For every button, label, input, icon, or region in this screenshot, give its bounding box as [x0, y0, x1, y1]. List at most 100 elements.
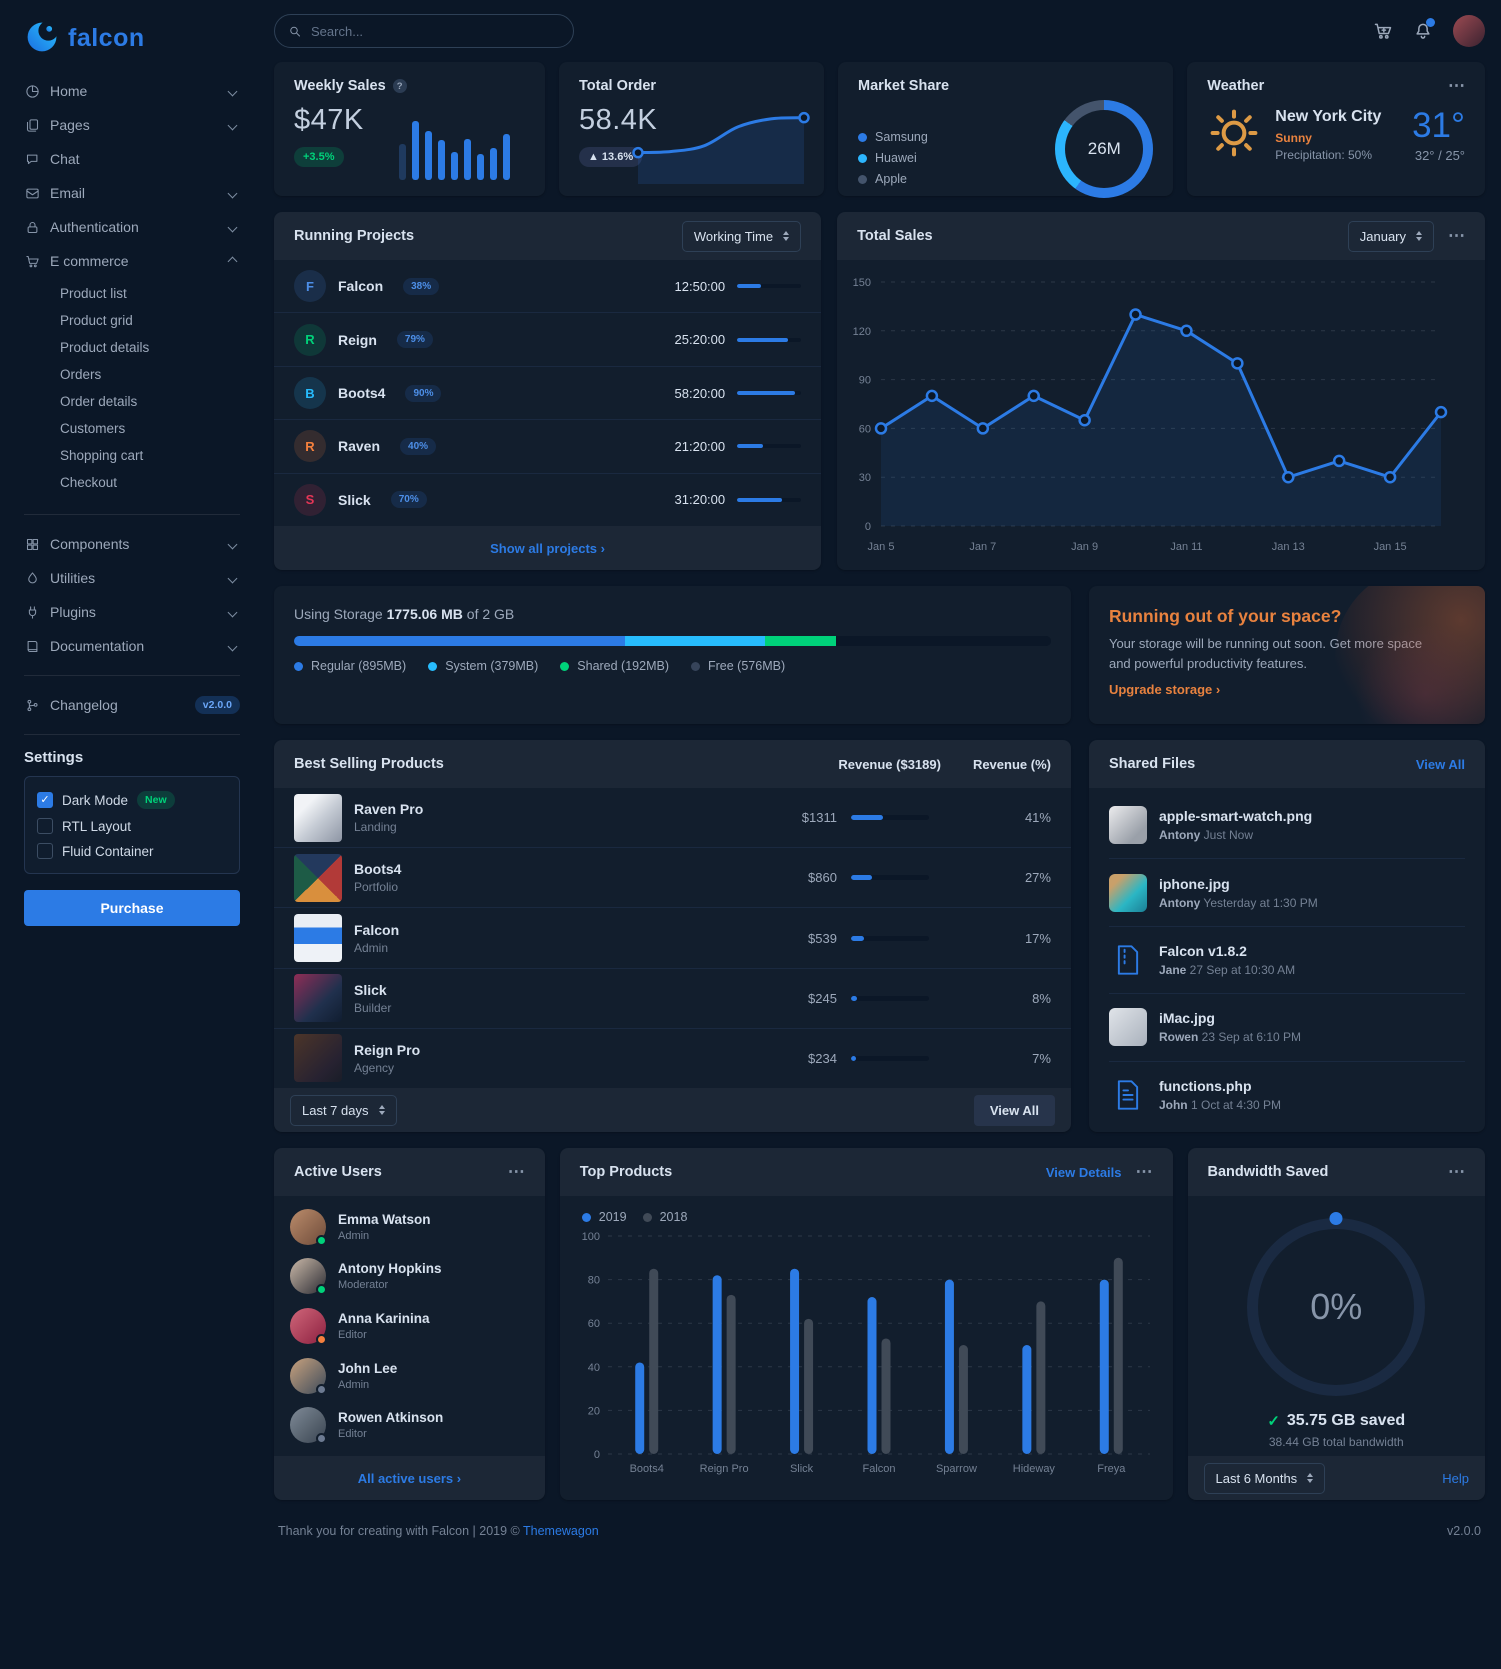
total-order-title: Total Order: [578, 78, 657, 94]
project-name[interactable]: Boots4: [338, 385, 386, 402]
check-icon: [1267, 1412, 1280, 1430]
search-box[interactable]: [274, 14, 574, 48]
upgrade-storage-link[interactable]: Upgrade storage ›: [1108, 682, 1221, 697]
file-name[interactable]: functions.php: [1158, 1077, 1252, 1094]
sidebar-item-documentation[interactable]: Documentation: [24, 629, 240, 663]
avatar[interactable]: [1453, 15, 1485, 47]
help-icon[interactable]: [392, 79, 407, 93]
project-name[interactable]: Slick: [338, 491, 371, 508]
sidebar-item-orders[interactable]: Orders: [60, 367, 102, 382]
view-all-link[interactable]: View All: [1415, 756, 1465, 772]
product-category[interactable]: Portfolio: [354, 880, 399, 895]
code-branch-icon: [24, 698, 40, 713]
checkbox-checked-icon[interactable]: [37, 792, 53, 808]
sidebar-item-components[interactable]: Components: [24, 527, 240, 561]
cart-icon[interactable]: [1373, 21, 1393, 41]
sidebar-item-product-grid[interactable]: Product grid: [60, 313, 133, 328]
last-7-days-select[interactable]: Last 7 days: [290, 1094, 397, 1126]
product-category[interactable]: Builder: [354, 1000, 392, 1015]
project-percent-badge: 40%: [400, 437, 437, 455]
user-name[interactable]: John Lee: [338, 1360, 398, 1376]
dark-mode-toggle[interactable]: Dark Mode New: [37, 791, 227, 809]
last-6-months-select[interactable]: Last 6 Months: [1203, 1462, 1326, 1494]
sidebar-item-chat[interactable]: Chat: [24, 142, 240, 176]
sidebar-item-pages[interactable]: Pages: [24, 108, 240, 142]
flame-icon: [24, 571, 40, 586]
product-name[interactable]: Reign Pro: [354, 1041, 421, 1058]
checkbox-icon[interactable]: [37, 843, 53, 859]
pie-chart-icon: [24, 84, 40, 99]
chevron-down-icon: [227, 573, 238, 583]
file-name[interactable]: apple-smart-watch.png: [1158, 808, 1313, 825]
file-name[interactable]: Falcon v1.8.2: [1158, 943, 1247, 960]
page-footer: Thank you for creating with Falcon | 201…: [278, 1524, 1481, 1538]
view-all-button[interactable]: View All: [973, 1094, 1055, 1126]
chevron-down-icon: [227, 120, 238, 130]
sidebar-item-plugins[interactable]: Plugins: [24, 595, 240, 629]
pages-icon: [24, 118, 40, 133]
product-category[interactable]: Admin: [354, 940, 389, 955]
list-item: Anna Karinina Editor: [274, 1301, 545, 1351]
rtl-layout-toggle[interactable]: RTL Layout: [37, 818, 227, 834]
project-name[interactable]: Falcon: [338, 278, 384, 295]
product-category[interactable]: Agency: [354, 1060, 395, 1075]
sidebar-item-order-details[interactable]: Order details: [60, 394, 138, 409]
product-name[interactable]: Slick: [354, 981, 387, 998]
user-avatar: [290, 1307, 327, 1345]
sidebar-item-home[interactable]: Home: [24, 74, 240, 108]
project-time: 12:50:00: [674, 278, 726, 294]
sidebar-item-shopping-cart[interactable]: Shopping cart: [60, 448, 144, 463]
all-active-users-link[interactable]: All active users ›: [357, 1470, 462, 1486]
status-dot: [316, 1234, 327, 1246]
user-name[interactable]: Antony Hopkins: [338, 1261, 442, 1277]
chevron-down-icon: [227, 539, 238, 549]
project-name[interactable]: Raven: [338, 438, 381, 455]
best-selling-list: Raven Pro Landing $1311 41% Boots4 Portf…: [274, 788, 1071, 1088]
sidebar-item-customers[interactable]: Customers: [60, 421, 126, 436]
legend-item: 2019: [581, 1210, 627, 1224]
file-name[interactable]: iphone.jpg: [1158, 875, 1230, 892]
sidebar-item-checkout[interactable]: Checkout: [60, 475, 118, 490]
bell-icon[interactable]: [1413, 18, 1435, 41]
chevron-up-icon: [227, 256, 238, 266]
product-name[interactable]: Raven Pro: [354, 801, 424, 818]
user-name[interactable]: Anna Karinina: [338, 1310, 430, 1326]
topbar: [274, 0, 1485, 62]
list-item: Rowen Atkinson Editor: [274, 1400, 545, 1450]
product-name[interactable]: Falcon: [354, 921, 400, 938]
show-all-projects-link[interactable]: Show all projects ›: [490, 540, 605, 556]
project-name[interactable]: Reign: [338, 331, 377, 348]
checkbox-icon[interactable]: [37, 818, 53, 834]
purchase-button[interactable]: Purchase: [24, 890, 240, 926]
weather-range: 32° / 25°: [1414, 148, 1465, 163]
sidebar-item-changelog[interactable]: Changelog v2.0.0: [24, 688, 240, 722]
svg-text:Reign Pro: Reign Pro: [699, 1463, 748, 1475]
fluid-container-toggle[interactable]: Fluid Container: [37, 843, 227, 859]
brand-logo[interactable]: falcon: [24, 12, 240, 64]
product-category[interactable]: Landing: [354, 820, 397, 835]
weekly-sales-chart: [398, 114, 525, 180]
help-link[interactable]: Help: [1442, 1470, 1469, 1486]
month-select[interactable]: January: [1347, 220, 1434, 252]
sidebar-item-product-list[interactable]: Product list: [60, 286, 127, 301]
working-time-select[interactable]: Working Time: [681, 220, 802, 252]
market-share-card: Market Share Samsung Huawei: [838, 62, 1174, 198]
themewagon-link[interactable]: Themewagon: [523, 1524, 599, 1538]
sidebar-item-utilities[interactable]: Utilities: [24, 561, 240, 595]
sidebar-item-authentication[interactable]: Authentication: [24, 210, 240, 244]
product-name[interactable]: Boots4: [354, 861, 402, 878]
storage-segment-free: [835, 636, 1051, 646]
shared-files-title: Shared Files: [1108, 756, 1196, 772]
user-name[interactable]: Emma Watson: [338, 1211, 431, 1227]
view-details-link[interactable]: View Details: [1045, 1164, 1122, 1180]
best-selling-card: Best Selling Products Revenue ($3189) Re…: [274, 740, 1071, 1132]
sidebar-item-product-details[interactable]: Product details: [60, 340, 150, 355]
sidebar-item-ecommerce[interactable]: E commerce: [24, 244, 240, 278]
market-share-title: Market Share: [858, 78, 950, 94]
search-input[interactable]: [309, 22, 559, 40]
user-name[interactable]: Rowen Atkinson: [338, 1410, 444, 1426]
sidebar-item-email[interactable]: Email: [24, 176, 240, 210]
legend-dot: [858, 153, 868, 163]
project-percent-badge: 38%: [403, 277, 440, 295]
file-name[interactable]: iMac.jpg: [1158, 1010, 1215, 1027]
